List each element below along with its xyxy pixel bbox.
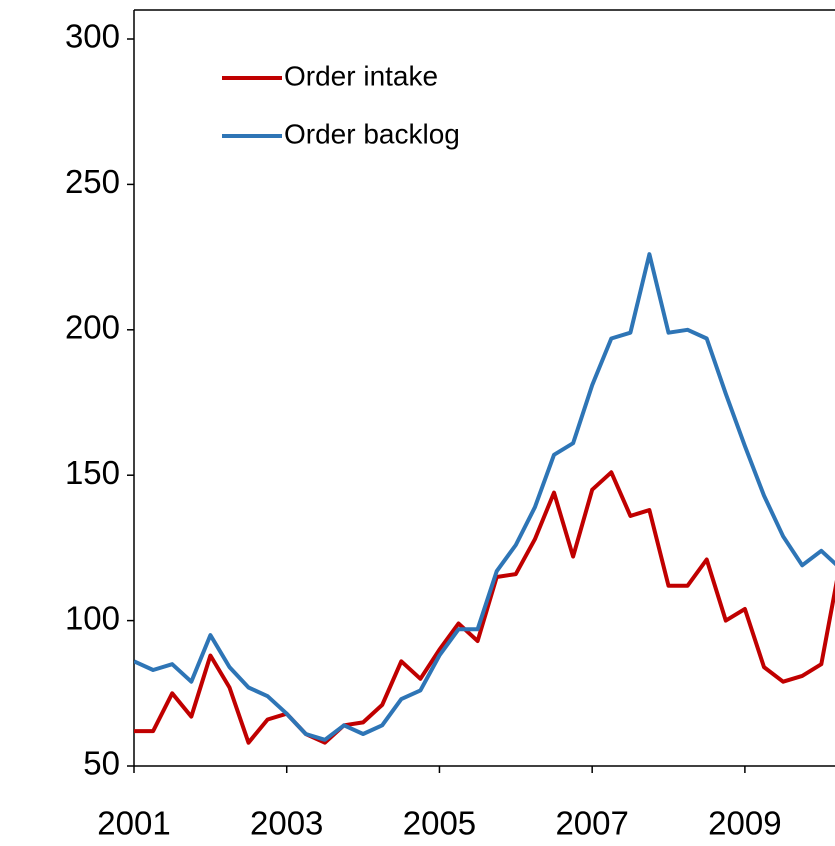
y-tick-label: 250 <box>65 163 120 200</box>
series-line <box>134 470 835 745</box>
plot-area <box>134 252 835 745</box>
x-tick-label: 2005 <box>403 805 476 842</box>
series-line <box>134 252 835 742</box>
y-tick-label: 150 <box>65 454 120 491</box>
x-tick-label: 2001 <box>97 805 170 842</box>
y-tick-label: 100 <box>65 599 120 636</box>
legend-label: Order intake <box>284 60 438 91</box>
legend-label: Order backlog <box>284 118 460 149</box>
y-tick-label: 300 <box>65 18 120 55</box>
x-tick-label: 2007 <box>555 805 628 842</box>
x-tick-label: 2003 <box>250 805 323 842</box>
x-tick-label: 2009 <box>708 805 781 842</box>
y-tick-label: 50 <box>83 745 120 782</box>
y-tick-label: 200 <box>65 309 120 346</box>
